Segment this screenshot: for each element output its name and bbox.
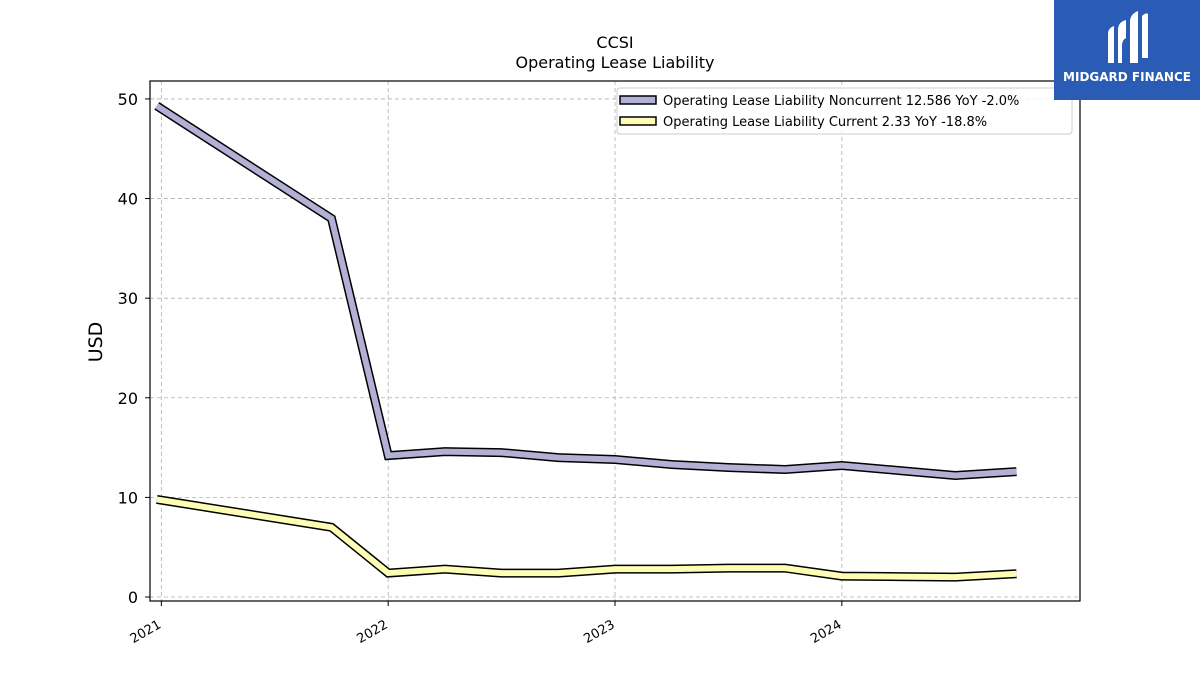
y-tick-label: 40	[118, 190, 138, 209]
x-tick-label: 2022	[355, 617, 391, 647]
series-line-0	[155, 103, 1017, 479]
x-tick-label: 2024	[808, 617, 844, 647]
series-outline-0	[154, 102, 1017, 481]
legend-box	[616, 87, 1073, 135]
y-tick-label: 20	[118, 389, 138, 408]
brand-logo: MIDGARD FINANCE	[1054, 0, 1200, 100]
y-axis-label: USD	[85, 322, 107, 363]
series-line-1	[156, 496, 1017, 581]
y-tick-label: 30	[118, 289, 138, 308]
chart-title: CCSI	[596, 33, 633, 52]
series-outline-1	[156, 494, 1017, 582]
chart-subtitle: Operating Lease Liability	[515, 53, 714, 72]
y-tick-label: 0	[128, 588, 138, 607]
logo-icon	[1108, 11, 1148, 63]
x-tick-label: 2021	[128, 617, 164, 647]
grid-lines	[150, 81, 1080, 601]
legend-swatch-1	[619, 116, 657, 126]
y-tick-label: 10	[118, 488, 138, 507]
legend: Operating Lease Liability Noncurrent 12.…	[616, 87, 1073, 135]
y-tick-label: 50	[118, 90, 138, 109]
series-lines	[154, 102, 1017, 582]
x-tick-label: 2023	[581, 617, 617, 647]
logo-text: MIDGARD FINANCE	[1063, 70, 1191, 84]
legend-label-0: Operating Lease Liability Noncurrent 12.…	[663, 94, 1019, 109]
axis-ticks: 0 10 20 30 40 50 2021 2022 2023 2024	[118, 90, 845, 647]
legend-label-1: Operating Lease Liability Current 2.33 Y…	[663, 115, 987, 130]
legend-swatch-0	[619, 95, 657, 105]
